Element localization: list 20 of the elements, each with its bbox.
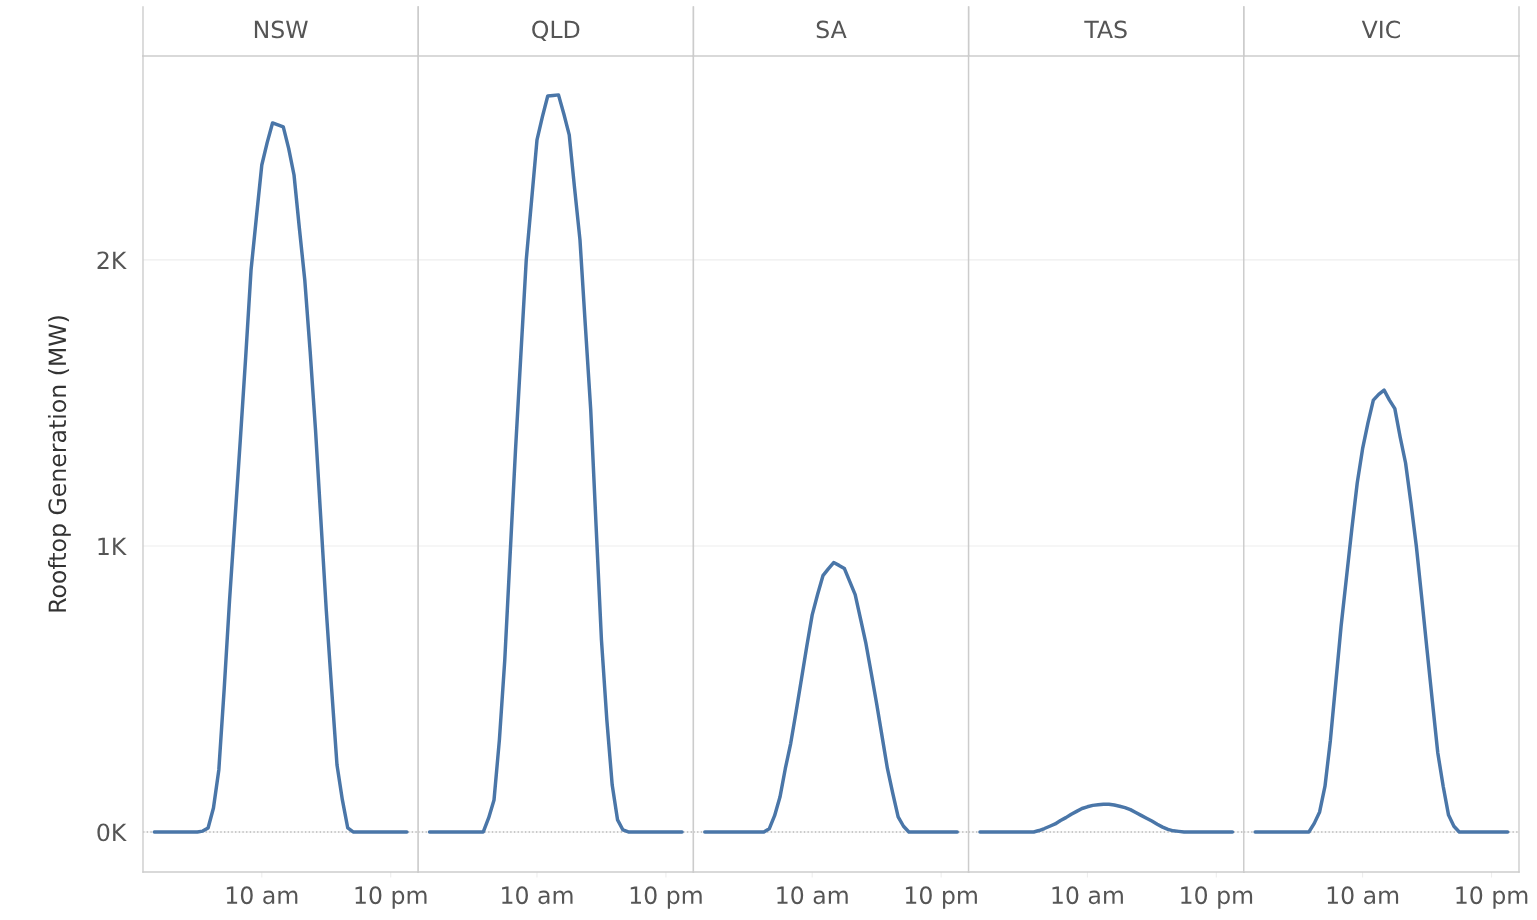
x-tick-label: 10 am: [777, 886, 848, 905]
x-tick-label: 10 am: [502, 886, 573, 905]
y-tick-label: 1K: [98, 537, 127, 555]
x-tick-label: 10 am: [1052, 886, 1123, 905]
x-tick-label: 10 pm: [630, 886, 702, 909]
x-tick-label: 10 pm: [1456, 886, 1528, 909]
chart-title: NSW: [254, 20, 308, 39]
chart-title: VIC: [1361, 20, 1400, 39]
y-axis-title: Rooftop Generation (MW): [47, 316, 71, 612]
chart-title: SA: [816, 20, 847, 39]
line-series: [152, 121, 409, 834]
chart-title: TAS: [1084, 20, 1127, 39]
x-tick-label: 10 pm: [905, 886, 977, 909]
y-tick-label: 0K: [97, 823, 127, 842]
chart-title: QLD: [532, 20, 580, 42]
x-tick-label: 10 pm: [355, 886, 427, 909]
x-tick-label: 10 pm: [1181, 886, 1253, 909]
x-tick-label: 10 am: [1327, 886, 1399, 905]
y-tick-label: 2K: [97, 251, 127, 269]
x-tick-label: 10 am: [226, 886, 298, 905]
